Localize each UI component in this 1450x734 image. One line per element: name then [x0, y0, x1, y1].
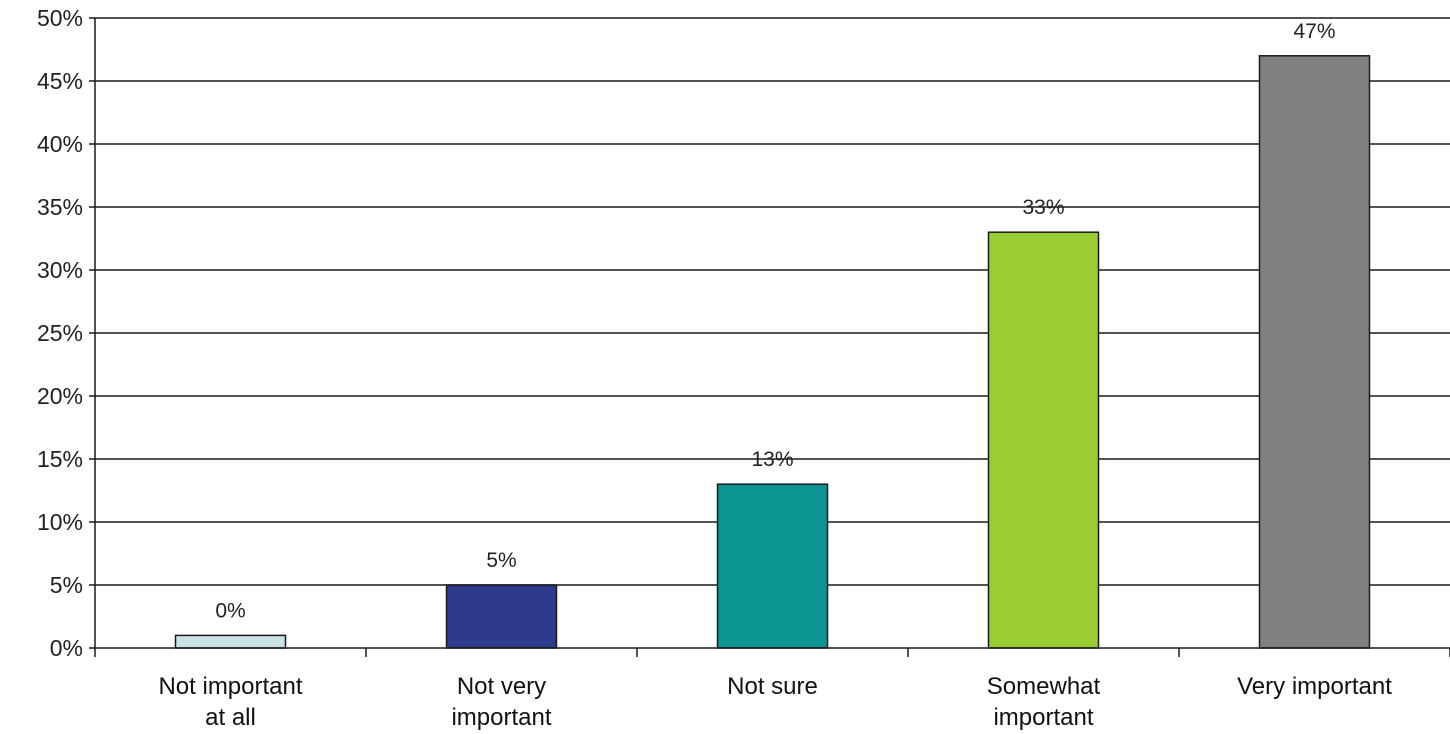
- data-label: 13%: [751, 448, 793, 471]
- gridlines: [95, 17, 1450, 586]
- y-tick-label: 15%: [37, 446, 83, 472]
- axes: [89, 17, 1450, 657]
- y-tick-label: 30%: [37, 257, 83, 283]
- bar: [1258, 55, 1371, 649]
- y-tick-label: 5%: [50, 572, 83, 598]
- bar: [174, 634, 287, 649]
- data-label: 33%: [1022, 196, 1064, 219]
- bar: [445, 584, 558, 649]
- x-tick-label-line: Not sure: [727, 673, 818, 700]
- y-tick-label: 25%: [37, 320, 83, 346]
- y-tick-label: 35%: [37, 194, 83, 220]
- data-label: 5%: [486, 549, 516, 572]
- x-tick-label: Somewhat important: [987, 673, 1101, 731]
- y-tick-label: 0%: [50, 635, 83, 661]
- bar: [716, 483, 829, 649]
- x-tick-label-line: Very important: [1237, 673, 1392, 700]
- x-tick-label-line: Not very: [457, 673, 546, 700]
- x-tick-label-line: important: [993, 704, 1093, 731]
- y-tick-label: 40%: [37, 131, 83, 157]
- bar: [987, 231, 1100, 649]
- bars: [174, 55, 1371, 649]
- x-tick-label: Not important at all: [158, 673, 302, 731]
- data-labels: 0% 5% 13% 33% 47%: [215, 20, 1335, 623]
- data-label: 0%: [215, 599, 245, 622]
- x-tick-label: Very important: [1237, 673, 1392, 700]
- y-tick-label: 50%: [37, 5, 83, 31]
- y-tick-label: 10%: [37, 509, 83, 535]
- y-tick-labels: 0% 5% 10% 15% 20% 25% 30% 35% 40% 45% 50%: [37, 5, 83, 661]
- x-tick-label-line: at all: [205, 704, 256, 731]
- y-tick-label: 45%: [37, 68, 83, 94]
- x-tick-label-line: important: [451, 704, 551, 731]
- x-tick-label: Not very important: [451, 673, 551, 731]
- x-tick-label-line: Somewhat: [987, 673, 1101, 700]
- x-tick-label-line: Not important: [158, 673, 302, 700]
- data-label: 47%: [1293, 20, 1335, 43]
- x-tick-label: Not sure: [727, 673, 818, 700]
- y-tick-label: 20%: [37, 383, 83, 409]
